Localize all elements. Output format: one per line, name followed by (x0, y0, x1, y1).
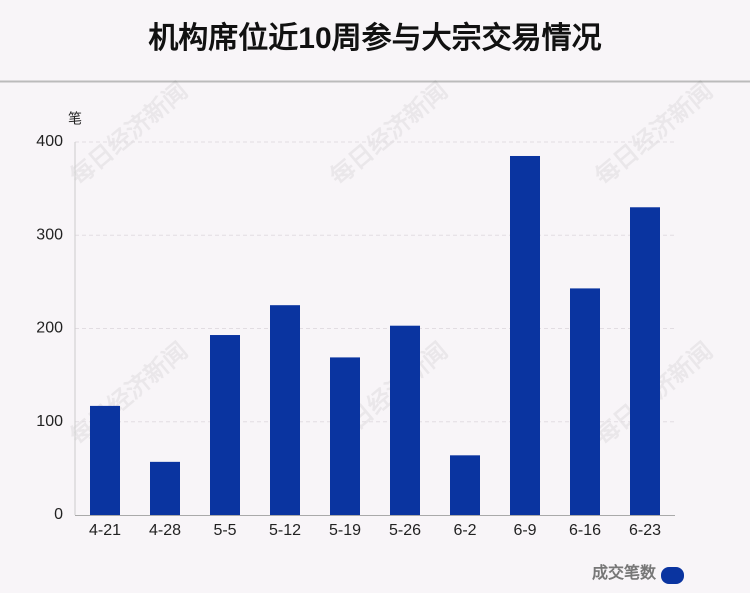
y-tick-label: 300 (36, 226, 63, 243)
chart-title: 机构席位近10周参与大宗交易情况 (148, 21, 601, 55)
x-tick-label: 4-28 (149, 522, 181, 539)
legend-label: 成交笔数 (592, 563, 657, 582)
bar (330, 357, 360, 515)
bar (390, 325, 420, 515)
x-tick-label: 5-12 (269, 522, 301, 539)
y-unit: 笔 (68, 111, 82, 127)
bar (450, 455, 480, 515)
y-tick-label: 200 (36, 320, 63, 337)
bar (570, 288, 600, 515)
x-tick-label: 6-2 (453, 522, 476, 539)
x-tick-label: 5-26 (389, 522, 421, 539)
x-tick-label: 4-21 (89, 522, 121, 539)
bar (510, 155, 540, 516)
bar (150, 461, 180, 515)
bar (90, 405, 120, 515)
legend-swatch (661, 567, 684, 584)
x-tick-label: 6-16 (569, 522, 601, 539)
bar (210, 335, 240, 515)
x-tick-label: 5-19 (329, 522, 361, 539)
y-tick-label: 0 (54, 506, 63, 523)
y-tick-label: 100 (36, 413, 63, 430)
x-tick-label: 6-9 (513, 522, 536, 539)
y-tick-label: 400 (36, 133, 63, 150)
bar (270, 305, 300, 515)
bar (630, 207, 660, 515)
x-tick-label: 6-23 (629, 522, 661, 539)
x-tick-label: 5-5 (213, 522, 236, 539)
